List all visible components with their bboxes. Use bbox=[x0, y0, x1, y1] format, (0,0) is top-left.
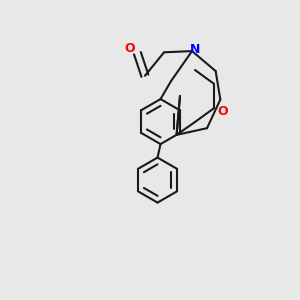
Text: O: O bbox=[124, 42, 135, 55]
Text: N: N bbox=[190, 43, 200, 56]
Text: O: O bbox=[217, 105, 227, 118]
